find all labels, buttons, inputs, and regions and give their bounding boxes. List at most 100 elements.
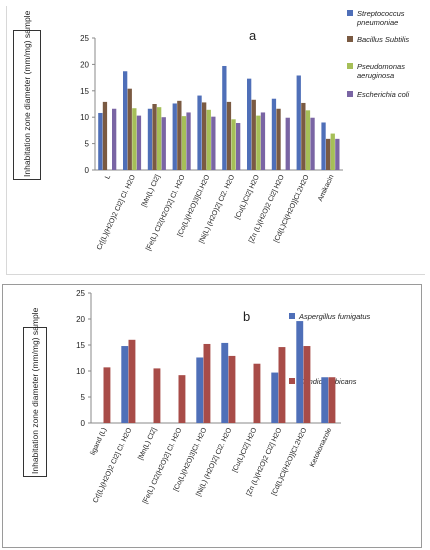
bar [178, 375, 186, 423]
legend-swatch [347, 63, 353, 69]
bar [202, 102, 207, 170]
bar [271, 98, 277, 170]
bar [305, 110, 311, 170]
bar [278, 347, 286, 423]
bar [296, 321, 304, 423]
y-tick-label: 20 [76, 315, 85, 324]
legend-label: Escherichia coli [357, 90, 410, 99]
legend: Streptococcus pneumoniae Bacillus Subtil… [347, 9, 427, 105]
bar [123, 71, 128, 170]
bar [181, 116, 187, 170]
bar [256, 115, 261, 170]
y-tick-label: 0 [85, 166, 90, 175]
chart-a-svg: 0 5 10 15 20 25 LCr[(L)(H2O)2 Cl2] Cl. H2O [Mn(… [80, 34, 343, 252]
bar [206, 109, 211, 170]
y-tick-label: 20 [80, 60, 89, 69]
legend-item: Streptococcus pneumoniae [347, 9, 427, 27]
y-tick-label: 0 [81, 419, 86, 428]
x-tick-label: Cr[(L)(H2O)2 Cl2] Cl. H2O [96, 173, 137, 251]
bar [247, 78, 252, 170]
chart-panel-a: Inhabitation zone diameter (mm/mg) sampl… [6, 6, 425, 275]
bar [197, 95, 202, 170]
x-tick-label: [Mn(L) Cl2] [141, 174, 162, 208]
legend-swatch [347, 91, 353, 97]
x-tick-label: [Cu(L)Cl2] H2O [232, 426, 259, 473]
bar [228, 355, 236, 423]
bar [112, 108, 117, 170]
legend-item: Bacillus Subtilis [347, 35, 427, 44]
y-tick-label: 25 [80, 34, 89, 43]
bar [301, 102, 306, 170]
bar [203, 343, 211, 423]
bar [285, 117, 290, 170]
bar [136, 115, 142, 170]
y-axis-label-box: Inhabitation zone diameter (mm/mg) sampl… [13, 11, 41, 180]
bar [221, 342, 229, 423]
bar [98, 112, 103, 170]
bar [271, 372, 279, 423]
legend-item: Aspergillus fumigatus [289, 312, 419, 321]
bar [321, 377, 329, 423]
bar [253, 363, 261, 423]
bar [152, 104, 157, 170]
bar [231, 119, 236, 170]
x-tick-label: L [104, 174, 112, 181]
bar [127, 88, 132, 170]
bar [310, 117, 315, 170]
bar [153, 368, 161, 423]
legend-item: Escherichia coli [347, 90, 427, 99]
bar [328, 377, 336, 423]
bar [296, 75, 301, 170]
x-tick-label: [Mn(L) Cl2] [137, 427, 158, 461]
bar [128, 339, 136, 423]
bar [147, 108, 153, 170]
bar [186, 112, 191, 170]
legend-label: Aspergillus fumigatus [299, 312, 371, 321]
bar [222, 65, 227, 170]
bar [226, 101, 232, 170]
bar [157, 107, 162, 170]
y-tick-label: 10 [80, 113, 89, 122]
bar [321, 122, 326, 170]
bar [103, 367, 111, 423]
x-tick-label: Ketokonazole [309, 427, 333, 469]
legend-label: Bacillus Subtilis [357, 35, 410, 44]
bar [196, 357, 204, 423]
bar [102, 101, 108, 170]
y-tick-label: 15 [76, 341, 85, 350]
bar [260, 112, 266, 170]
y-tick-label: 5 [85, 140, 90, 149]
y-tick-label: 10 [76, 367, 85, 376]
bar [161, 117, 166, 170]
bar [236, 123, 241, 170]
legend-label: Pseudomonas aeruginosa [357, 62, 405, 80]
panel-letter: b [243, 309, 251, 324]
bar [276, 108, 281, 170]
y-tick-label: 15 [80, 87, 89, 96]
bar [330, 133, 335, 170]
bar [177, 100, 182, 170]
bar [335, 138, 340, 170]
bar [132, 108, 137, 170]
bar [121, 346, 129, 423]
y-tick-label: 5 [81, 393, 86, 402]
legend-item: Pseudomonas aeruginosa [347, 62, 427, 80]
legend-swatch [289, 313, 295, 319]
bar [326, 138, 331, 170]
chart-panel-b: Inhabitation zone diameter (mm/mg) sampl… [2, 284, 422, 548]
bar [303, 346, 311, 423]
legend-swatch [347, 10, 353, 16]
y-tick-label: 25 [76, 289, 85, 298]
x-tick-label: [Cu(L)Cl2] H2O [234, 173, 261, 220]
legend-swatch [347, 36, 353, 42]
y-axis-label-box: Inhabitation zone diameter (mm/mg) sampl… [23, 308, 47, 477]
bar [211, 116, 216, 170]
legend-label: Streptococcus pneumoniae [357, 9, 405, 27]
panel-letter: a [249, 28, 257, 43]
x-tick-label: ligand (L) [90, 427, 109, 456]
bar [251, 99, 256, 170]
legend-swatch [289, 378, 295, 384]
x-tick-label: Amikacin [317, 174, 335, 203]
bar [172, 103, 177, 170]
